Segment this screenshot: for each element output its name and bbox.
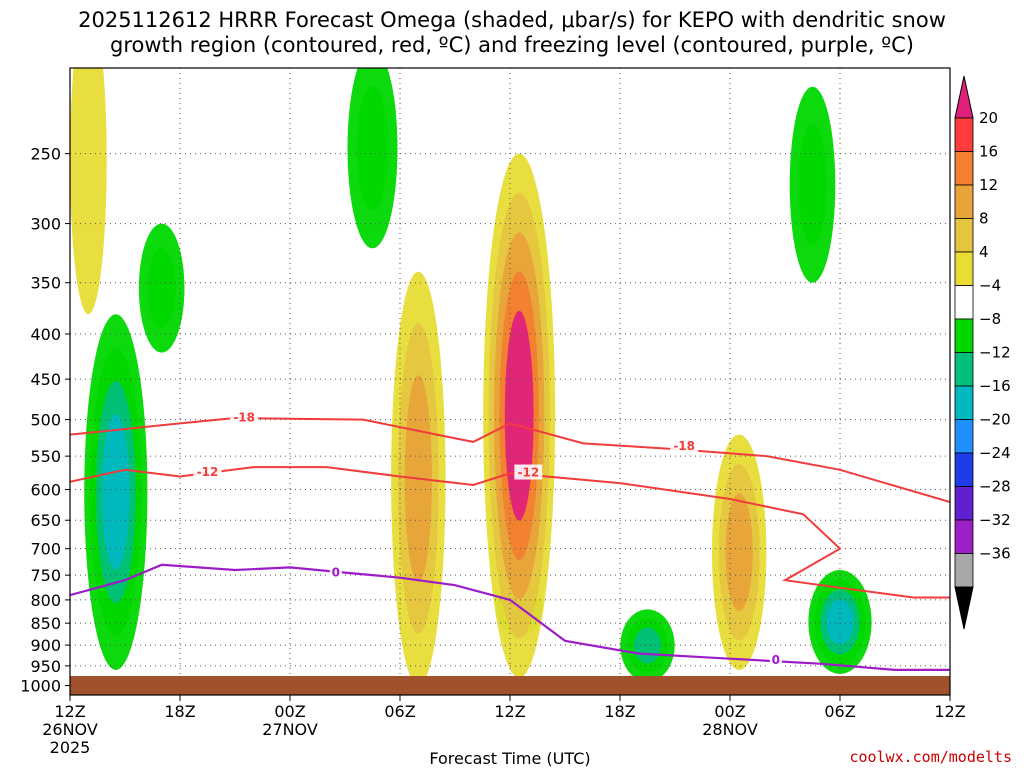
contour-label-bg xyxy=(193,463,222,479)
colorbar-segment xyxy=(954,285,974,320)
colorbar-tick-label: −32 xyxy=(979,511,1011,529)
colorbar-tick-label: −16 xyxy=(979,377,1011,395)
colorbar-segment xyxy=(954,151,974,186)
y-tick-label: 500 xyxy=(30,411,61,430)
colorbar-segment xyxy=(954,117,974,152)
contour-label-bg xyxy=(514,464,543,480)
contour-label-bg xyxy=(230,409,259,425)
contour-label: -12 xyxy=(517,466,539,480)
colorbar-segment xyxy=(954,486,974,521)
colorbar-tick-label: 20 xyxy=(979,109,998,127)
omega-region xyxy=(356,85,389,211)
colorbar-tick-label: −20 xyxy=(979,411,1011,429)
contour-lines: -18 -18 -12 -12 0 0 xyxy=(70,409,950,671)
colorbar-tick-label: 16 xyxy=(979,143,998,161)
y-tick-label: 850 xyxy=(30,614,61,633)
x-tick-label: 06Z xyxy=(384,702,415,721)
colorbar-tick-label: −28 xyxy=(979,478,1011,496)
x-tick-label: 12Z xyxy=(54,702,85,721)
colorbar-segment xyxy=(954,385,974,420)
y-tick-label: 750 xyxy=(30,566,61,585)
colorbar-tick-label: 12 xyxy=(979,176,998,194)
y-tick-label: 250 xyxy=(30,145,61,164)
colorbar-tick-label: 4 xyxy=(979,243,989,261)
colorbar-tick-label: −8 xyxy=(979,310,1001,328)
y-tick-label: 1000 xyxy=(20,677,61,696)
colorbar-segment xyxy=(954,352,974,387)
contour-label: 0 xyxy=(332,566,340,580)
omega-region xyxy=(798,123,827,246)
colorbar-segment xyxy=(954,452,974,487)
x-tick-label: 00Z xyxy=(274,702,305,721)
y-tick-label: 450 xyxy=(30,370,61,389)
y-tick-label: 800 xyxy=(30,591,61,610)
contour-label-bg xyxy=(670,438,699,454)
colorbar-bottom-arrow xyxy=(954,586,974,630)
omega-shading xyxy=(70,68,872,686)
y-tick-label: 900 xyxy=(30,636,61,655)
y-axis: 250 300 350 400 450 500 550 600 650 700 750 800 850 9… xyxy=(20,145,70,696)
contour-label-bg xyxy=(769,652,782,668)
x-tick-label: 18Z xyxy=(164,702,195,721)
chart-title-line-2: growth region (contoured, red, ºC) and f… xyxy=(110,33,914,57)
contour-label: -18 xyxy=(673,439,695,453)
colorbar-tick-label: −12 xyxy=(979,344,1011,362)
colorbar-tick-label: −4 xyxy=(979,277,1001,295)
x-tick-date-label: 28NOV xyxy=(702,720,758,739)
site-credit: coolwx.com/modelts xyxy=(849,748,1012,766)
omega-region xyxy=(504,310,534,521)
colorbar-segment xyxy=(954,318,974,353)
omega-region xyxy=(70,68,107,315)
y-tick-label: 600 xyxy=(30,481,61,500)
colorbar-segment xyxy=(954,251,974,286)
colorbar-segment xyxy=(954,184,974,219)
contour-label-bg xyxy=(329,564,342,580)
omega-region xyxy=(102,414,130,570)
colorbar-segment xyxy=(954,519,974,554)
y-tick-label: 950 xyxy=(30,657,61,676)
y-tick-label: 700 xyxy=(30,540,61,559)
chart-title-line-1: 2025112612 HRRR Forecast Omega (shaded, … xyxy=(78,8,946,32)
x-tick-date-label: 27NOV xyxy=(262,720,318,739)
colorbar-tick-label: −36 xyxy=(979,545,1011,563)
colorbar: 20 16 12 8 4 −4 −8 −12 −16 −20 −24 −28 −32 −36 xyxy=(954,75,1011,630)
omega-region xyxy=(826,599,854,645)
colorbar-tick-label: −24 xyxy=(979,444,1011,462)
x-axis-label: Forecast Time (UTC) xyxy=(429,749,590,768)
x-tick-date-label: 26NOV xyxy=(42,720,98,739)
x-tick-label: 00Z xyxy=(714,702,745,721)
x-tick-label: 12Z xyxy=(494,702,525,721)
colorbar-tick-label: 8 xyxy=(979,210,989,228)
y-tick-label: 550 xyxy=(30,447,61,466)
omega-region xyxy=(633,627,662,664)
contour-label: -12 xyxy=(197,465,219,479)
y-tick-label: 400 xyxy=(30,325,61,344)
y-tick-label: 650 xyxy=(30,511,61,530)
y-tick-label: 350 xyxy=(30,274,61,293)
x-tick-year-label: 2025 xyxy=(50,738,91,757)
x-tick-label: 12Z xyxy=(934,702,965,721)
plot-area: -18 -18 -12 -12 0 0 xyxy=(70,68,950,695)
contour-label: -18 xyxy=(233,410,255,424)
omega-region xyxy=(725,493,753,612)
x-tick-label: 18Z xyxy=(604,702,635,721)
colorbar-segment xyxy=(954,553,974,588)
freezing-level-line xyxy=(70,563,950,671)
colorbar-segment xyxy=(954,419,974,454)
colorbar-top-arrow xyxy=(954,75,974,119)
ground-surface xyxy=(70,676,950,695)
contour-label: 0 xyxy=(772,653,780,667)
x-tick-label: 06Z xyxy=(824,702,855,721)
colorbar-segment xyxy=(954,218,974,253)
y-tick-label: 300 xyxy=(30,215,61,234)
omega-region xyxy=(147,247,176,329)
